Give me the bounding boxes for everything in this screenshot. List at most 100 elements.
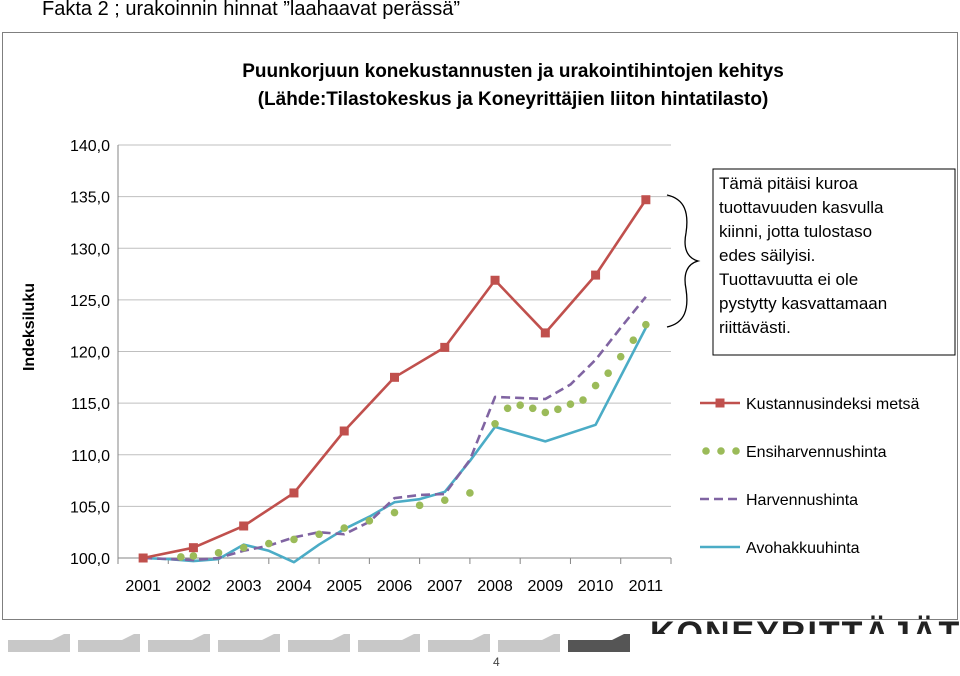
legend-swatch [717,447,725,455]
legend-item: Harvennushinta [700,492,858,509]
annotation-text: Tämä pitäisi kuroa tuottavuuden kasvulla k… [719,174,887,337]
annotation-line: Tuottavuutta ei ole [719,270,858,289]
data-point [528,404,537,413]
legend-item: Kustannusindeksi metsä [700,396,920,413]
y-tick-label: 125,0 [70,293,110,310]
y-tick-label: 100,0 [70,551,110,568]
x-tick-label: 2007 [427,578,463,595]
x-tick-label: 2008 [477,578,513,595]
data-point [440,496,449,504]
data-point [177,553,185,561]
data-point [390,372,399,382]
data-point [138,553,148,563]
data-point [340,524,349,532]
data-point [390,508,399,517]
series-ensiharvennushinta [139,320,650,562]
legend-label: Avohakkuuhinta [746,540,860,557]
chart-frame: Puunkorjuun konekustannusten ja urakoint… [2,32,958,620]
data-point [616,352,625,361]
data-point [490,275,500,285]
curly-brace-icon [666,194,701,328]
annotation-line: tuottavuuden kasvulla [719,198,884,217]
series-line [143,295,647,562]
data-point [466,489,474,497]
series-avohakkuuhinta [143,327,648,564]
y-tick-label: 105,0 [70,499,110,516]
annotation-line: pystytty kasvattamaan [719,294,887,313]
data-point [415,501,424,510]
x-tick-label: 2004 [276,578,312,595]
slide-title: Fakta 2 ; urakoinnin hinnat ”laahaavat p… [42,0,461,20]
annotation-line: kiinni, jotta tulostaso [719,222,872,241]
footer-band: KONEYRITTÄJÄT [0,615,960,671]
data-point [214,549,223,557]
data-point [554,405,562,414]
y-tick-label: 115,0 [71,396,110,413]
x-tick-label: 2011 [629,578,664,595]
x-tick-label: 2002 [176,578,212,595]
data-point [642,320,650,329]
x-tick-label: 2003 [226,578,262,595]
legend-label: Ensiharvennushinta [746,444,887,461]
forest-machine-silhouettes [8,634,560,652]
footer-graphic [8,634,630,652]
data-point [641,195,651,205]
x-tick-label: 2010 [578,578,614,595]
legend-label: Harvennushinta [746,492,858,509]
axis-layer: 100,0 105,0 110,0 115,0 120,0 125,0 130,0 135,0… [70,138,672,595]
y-axis-label: Indeksiluku [21,283,38,371]
data-point [591,270,601,280]
legend-swatch [732,447,740,455]
chart-title: Puunkorjuun konekustannusten ja urakoint… [242,61,784,82]
line-chart: Puunkorjuun konekustannusten ja urakoint… [21,61,956,595]
legend-marker [715,398,725,408]
x-tick-label: 2001 [125,578,161,595]
data-point [290,535,298,544]
series-harvennushinta [143,295,647,562]
annotation-line: edes säilyisi. [719,246,815,265]
series-layer [138,195,651,564]
chart-subtitle: (Lähde:Tilastokeskus ja Koneyrittäjien l… [258,89,769,110]
data-point [289,488,299,498]
data-point [503,404,512,413]
logo-machine-icon [568,634,630,652]
series-kustannusindeksi metsä [138,195,651,563]
data-point [365,517,374,525]
data-point [239,543,248,552]
page-number: 4 [493,655,500,669]
legend-item: Avohakkuuhinta [700,540,860,557]
data-point [579,396,587,404]
data-point [566,400,575,408]
legend-item: Ensiharvennushinta [702,444,887,461]
data-point [189,552,198,560]
data-point [440,342,450,352]
x-tick-label: 2006 [377,578,413,595]
x-tick-label: 2005 [326,578,362,595]
y-tick-label: 135,0 [70,190,110,207]
data-point [239,521,249,531]
y-tick-label: 130,0 [70,241,110,258]
data-point [315,530,323,539]
annotation-box: Tämä pitäisi kuroa tuottavuuden kasvulla k… [666,168,956,356]
data-point [541,408,550,417]
logo-text: KONEYRITTÄJÄT [650,615,960,634]
data-point [265,539,273,548]
y-tick-label: 140,0 [70,138,110,155]
annotation-line: riittävästi. [719,318,791,337]
data-point [516,401,524,409]
grid-layer [118,144,671,559]
data-point [629,336,638,344]
series-line [143,327,648,564]
data-point [604,369,612,377]
y-tick-label: 110,0 [71,448,110,465]
legend-label: Kustannusindeksi metsä [746,396,920,413]
data-point [339,426,349,436]
annotation-line: Tämä pitäisi kuroa [719,174,858,193]
data-point [491,419,499,428]
data-point [188,543,198,553]
data-point [591,381,600,390]
legend: Kustannusindeksi metsä Ensiharvennushinta… [700,396,920,557]
data-point [540,328,550,338]
legend-swatch [702,447,710,455]
x-tick-label: 2009 [528,578,564,595]
